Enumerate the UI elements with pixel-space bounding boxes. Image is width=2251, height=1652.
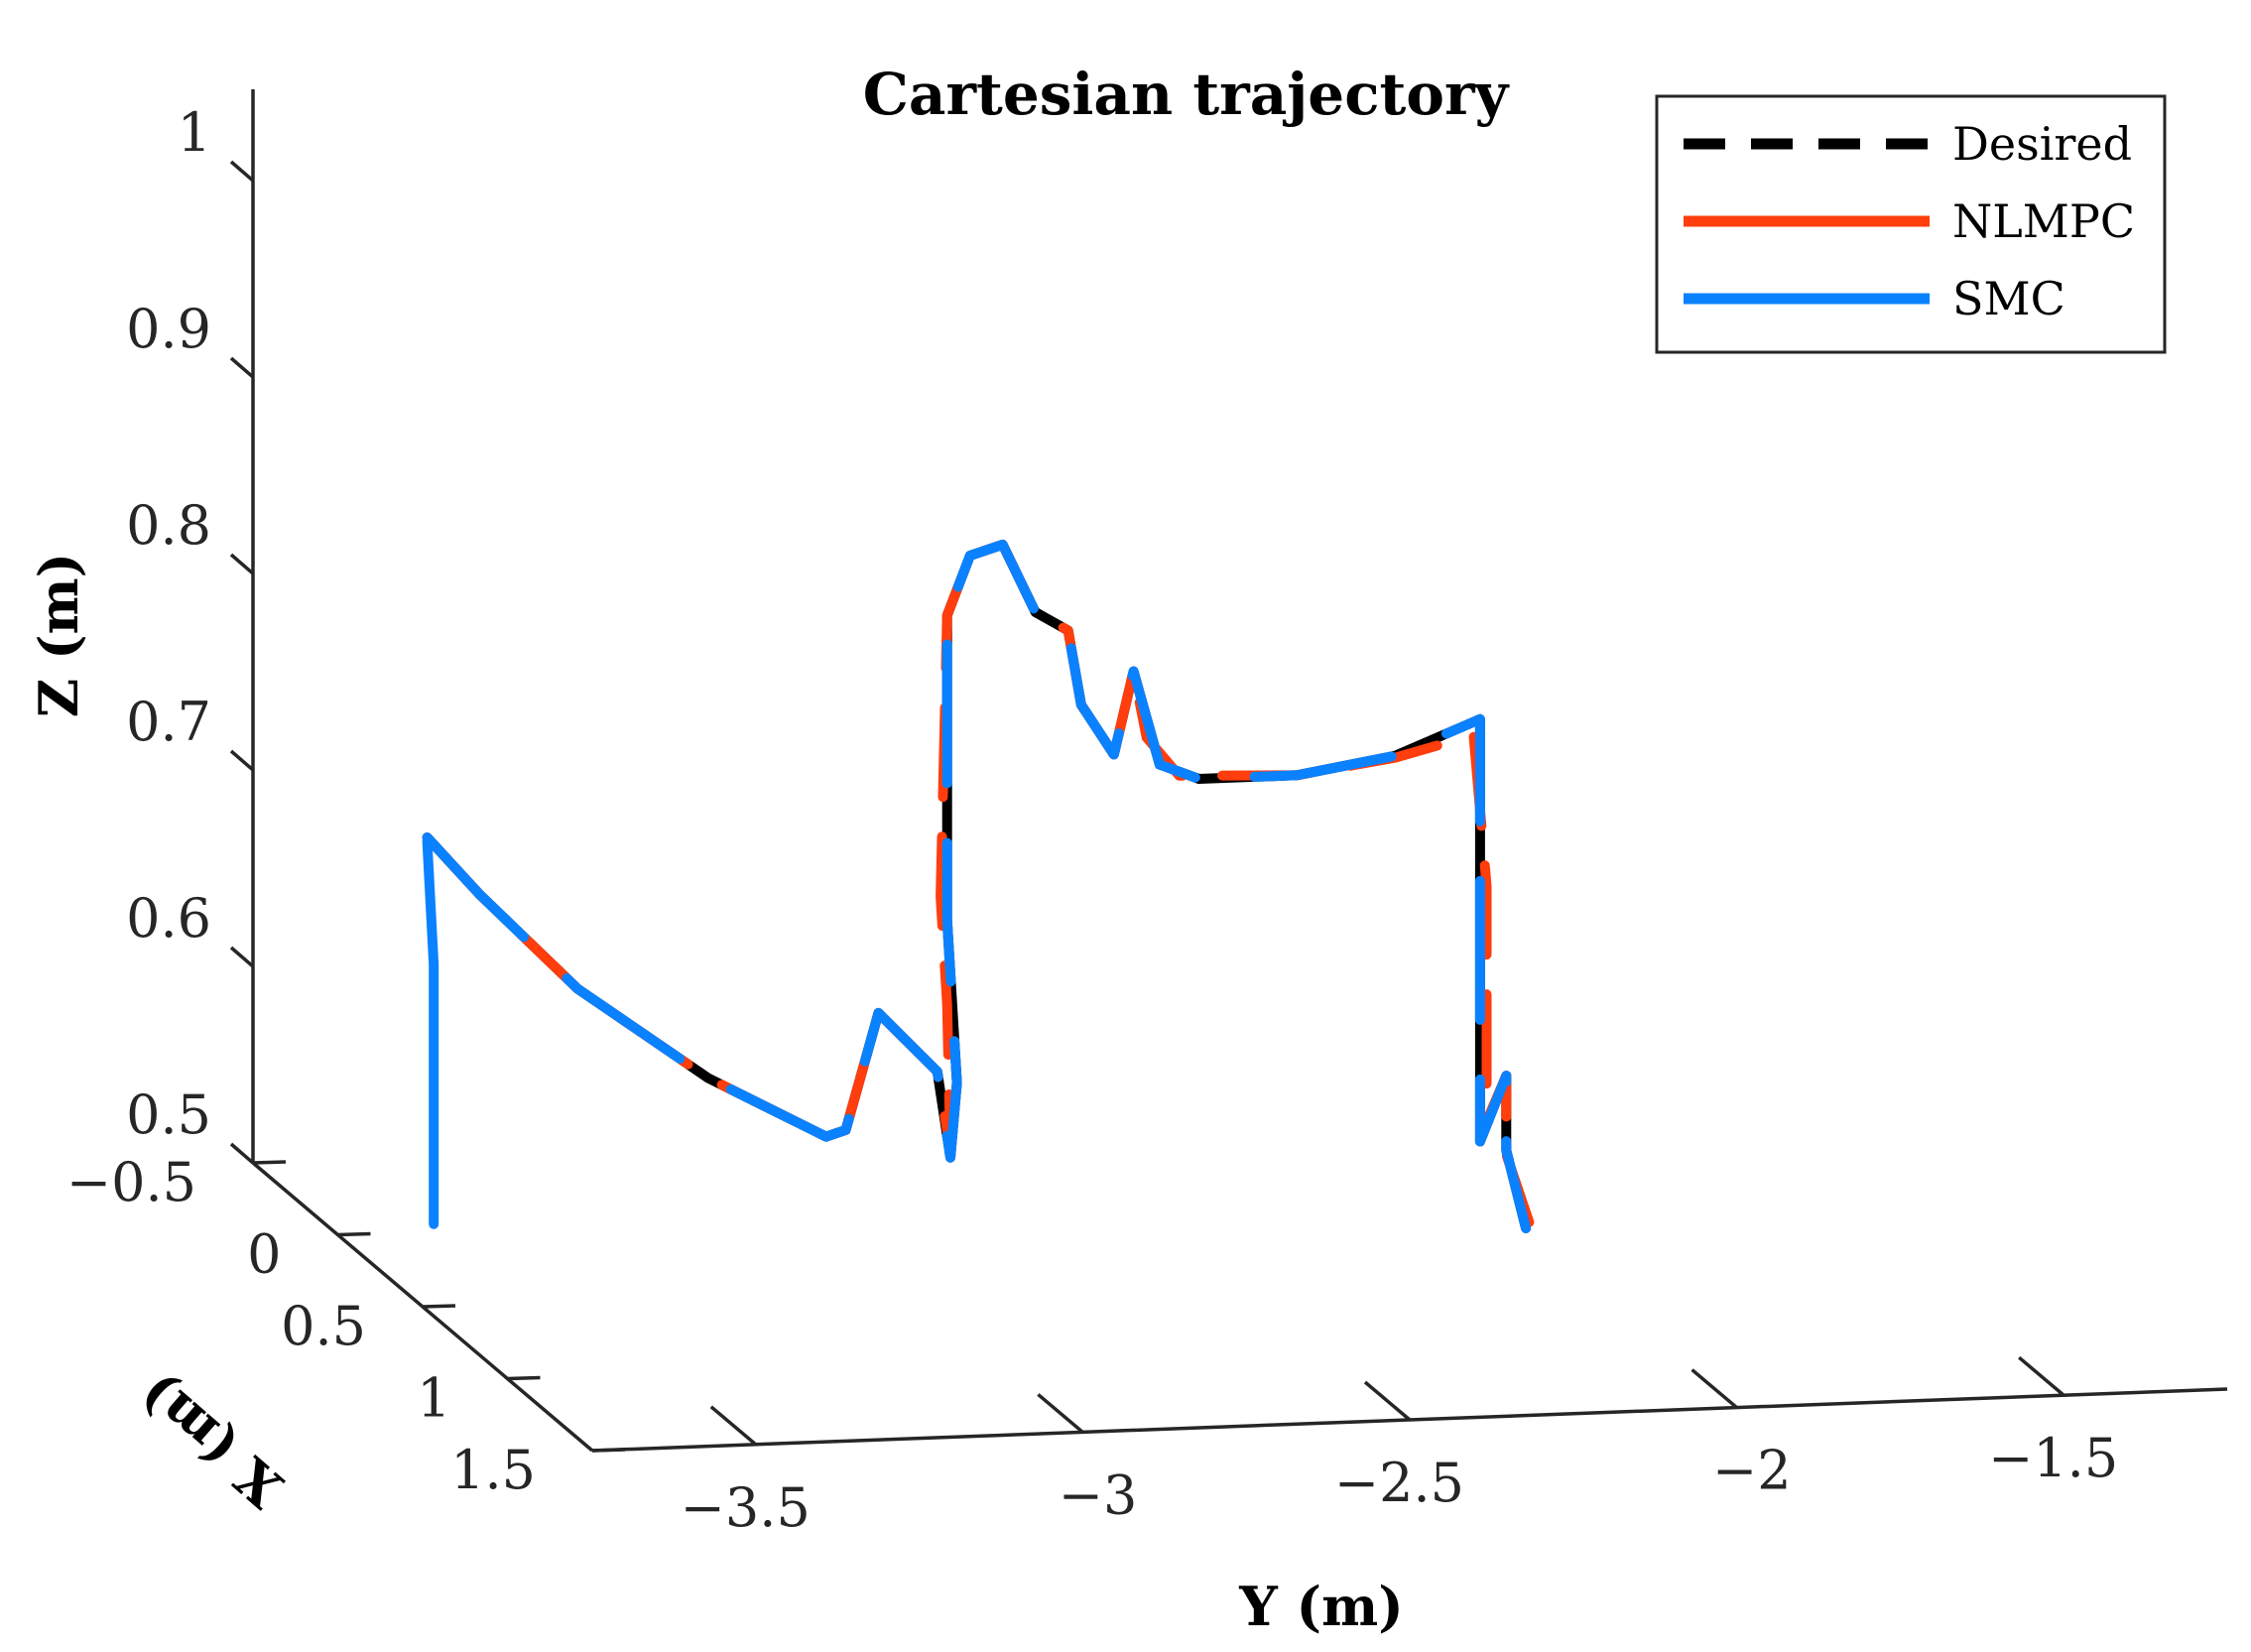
z-tick-mark: [229, 1142, 255, 1165]
y-tick-mark: [2018, 1355, 2065, 1397]
z-tick-label: 0.7: [126, 691, 211, 753]
y-tick-label: −1.5: [1988, 1427, 2118, 1489]
z-tick-label: 0.8: [126, 494, 211, 557]
y-tick-mark: [1037, 1393, 1084, 1434]
series-group: [422, 539, 1535, 1233]
x-tick-mark: [337, 1231, 371, 1237]
z-tick-label: 0.6: [126, 887, 211, 950]
z-tick-label: 1: [178, 101, 211, 164]
y-tick-mark: [709, 1405, 757, 1447]
z-tick-mark: [229, 749, 255, 772]
y-tick-mark: [1690, 1368, 1738, 1409]
z-tick-mark: [229, 160, 255, 183]
x-ticks: −0.5 00.5 11.5: [66, 1151, 626, 1501]
y-tick-label: −2.5: [1334, 1452, 1464, 1514]
x-tick-label: −0.5: [66, 1151, 196, 1213]
x-tick-label: 1.5: [450, 1439, 536, 1501]
x-tick-label: 1: [417, 1367, 450, 1430]
y-tick-label: −3: [1059, 1463, 1138, 1526]
series-line-smc: [422, 835, 439, 1229]
x-tick-label: 0.5: [281, 1295, 366, 1357]
z-tick-mark: [229, 553, 255, 575]
x-tick-mark: [507, 1375, 541, 1381]
chart-title: Cartesian trajectory: [863, 61, 1511, 128]
y-tick-label: −3.5: [681, 1476, 811, 1539]
z-ticks: 0.5 0.6 0.7 0.8 0.9 1: [126, 101, 255, 1165]
series-line-smc-tracking: [422, 539, 1532, 1233]
z-tick-mark: [229, 946, 255, 968]
z-tick-label: 0.5: [126, 1083, 211, 1146]
z-tick-label: 0.9: [126, 298, 211, 360]
x-tick-mark: [591, 1448, 626, 1453]
y-ticks: −3.5 −3 −2.5 −2 −1.5: [681, 1355, 2118, 1539]
legend-label-smc: SMC: [1952, 272, 2065, 325]
legend-label-nlmpc: NLMPC: [1952, 194, 2135, 248]
x-tick-label: 0: [247, 1223, 281, 1286]
x-tick-mark: [252, 1160, 287, 1165]
legend: Desired NLMPC SMC: [1655, 94, 2167, 354]
z-tick-mark: [229, 356, 255, 379]
legend-label-desired: Desired: [1952, 117, 2132, 171]
y-axis-label: Y (m): [1238, 1575, 1404, 1638]
y-tick-mark: [1363, 1380, 1412, 1422]
z-axis-label: Z (m): [27, 553, 90, 717]
x-tick-mark: [422, 1304, 456, 1309]
y-tick-label: −2: [1712, 1440, 1792, 1502]
